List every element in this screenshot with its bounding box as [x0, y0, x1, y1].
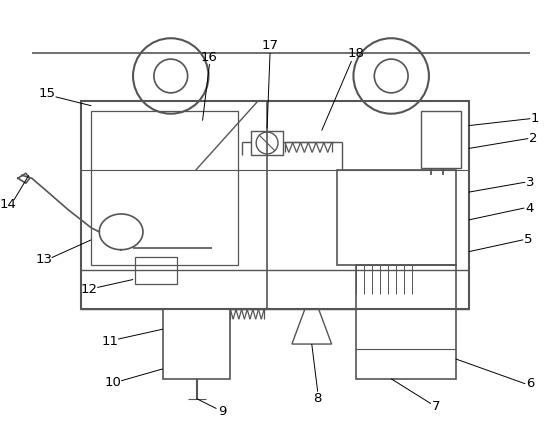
Bar: [91, 111, 239, 265]
Text: 8: 8: [314, 392, 322, 405]
Bar: [336, 170, 456, 265]
Text: 13: 13: [35, 253, 52, 266]
Text: 14: 14: [0, 198, 16, 211]
Bar: [356, 265, 456, 379]
Bar: [163, 309, 230, 379]
Bar: [251, 131, 283, 155]
Bar: [421, 111, 461, 168]
Text: 5: 5: [524, 233, 533, 246]
Text: 6: 6: [526, 377, 534, 390]
Text: 16: 16: [201, 51, 218, 63]
Bar: [135, 257, 177, 285]
Text: 2: 2: [529, 132, 538, 145]
Text: 4: 4: [525, 201, 533, 214]
Text: 1: 1: [531, 112, 539, 125]
Text: 3: 3: [526, 176, 534, 189]
Text: 7: 7: [431, 400, 440, 413]
Text: 10: 10: [105, 376, 122, 389]
Text: 17: 17: [261, 38, 279, 52]
Text: 15: 15: [38, 87, 55, 100]
Text: 12: 12: [81, 283, 98, 296]
Text: 9: 9: [218, 405, 227, 418]
Bar: [81, 101, 469, 309]
Text: 18: 18: [348, 47, 365, 60]
Text: 11: 11: [102, 335, 118, 348]
